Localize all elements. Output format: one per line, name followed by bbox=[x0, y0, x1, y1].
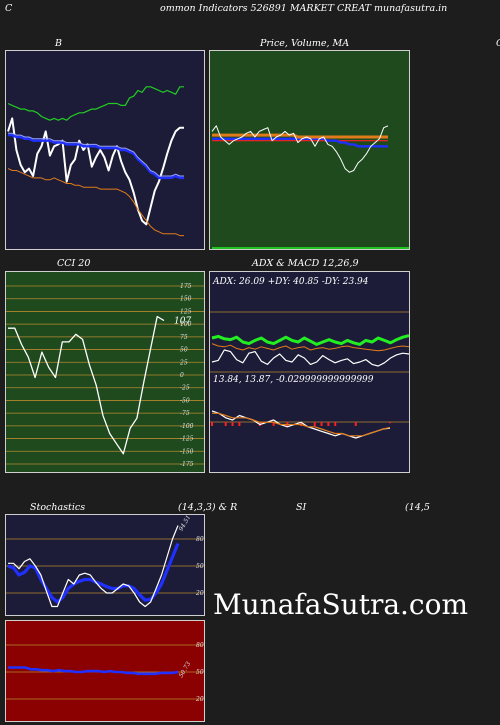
macd-signal-line bbox=[212, 412, 391, 437]
rsi-params: (14,5 bbox=[405, 502, 430, 513]
macd-histogram-bar bbox=[272, 422, 275, 426]
cci-tick-label: -150 bbox=[180, 448, 194, 455]
bollinger-panel bbox=[5, 50, 205, 250]
stochastics-tick-label: 80 bbox=[196, 536, 204, 543]
macd-histogram-bar bbox=[238, 422, 241, 426]
macd-macd-line bbox=[211, 410, 391, 439]
macd-histogram-bar bbox=[224, 422, 227, 426]
adx-macd-chart: ADX: 26.09 +DY: 40.85 -DY: 23.94 13.84, 1… bbox=[210, 277, 410, 439]
bollinger-price-line bbox=[7, 117, 184, 226]
price-ma_blue-line bbox=[212, 137, 388, 148]
adx-values-label: ADX: 26.09 +DY: 40.85 -DY: 23.94 bbox=[212, 277, 369, 287]
price-price-line bbox=[211, 125, 389, 173]
rsi-tick-label: 80 bbox=[196, 642, 204, 649]
cci-tick-label: 0 bbox=[180, 372, 184, 379]
cci-tick-label: 50 bbox=[180, 347, 188, 354]
rsi-tick-label: 50 bbox=[196, 669, 204, 676]
cci-tick-label: -175 bbox=[180, 461, 194, 468]
rsi-tick-label: 20 bbox=[195, 696, 204, 703]
stochastics-last-value-label: 94.51 bbox=[178, 514, 193, 532]
rsi-rsi-line bbox=[8, 666, 179, 676]
adx-adx-line bbox=[211, 334, 410, 346]
macd-histogram-bar bbox=[354, 422, 357, 426]
cci-tick-label: 100 bbox=[180, 321, 192, 328]
price-ma-chart bbox=[211, 125, 409, 249]
adx-macd-panel: ADX: 26.09 +DY: 40.85 -DY: 23.94 13.84, 1… bbox=[209, 271, 410, 473]
header-left-letter: C bbox=[5, 3, 13, 14]
cci-tick-label: 75 bbox=[180, 334, 188, 341]
price-ma-panel bbox=[209, 50, 410, 250]
cci-tick-label: -125 bbox=[180, 436, 194, 443]
bollinger-middle-line bbox=[8, 133, 184, 180]
cci-chart: 175 150 125 100 75 50 25 0 -25 -50 -75 -100 -125 -150… bbox=[6, 283, 204, 468]
macd-histogram-bar bbox=[334, 422, 337, 426]
stochastics-title: Stochastics bbox=[30, 502, 86, 513]
stochastics-d-line bbox=[7, 542, 180, 604]
adx-macd-title: ADX & MACD 12,26,9 bbox=[252, 258, 359, 269]
macd-values-label: 13.84, 13.87, -0.029999999999999 bbox=[213, 375, 374, 385]
price-ma_orange-line bbox=[212, 133, 388, 139]
cci-tick-label: 25 bbox=[179, 359, 188, 366]
macd-histogram-bar bbox=[231, 422, 234, 426]
macd-histogram-bar bbox=[327, 422, 330, 426]
bollinger-middle2-line bbox=[8, 132, 184, 177]
cci-panel: 175 150 125 100 75 50 25 0 -25 -50 -75 -100 -125 -150… bbox=[5, 271, 205, 473]
cci-tick-label: 150 bbox=[180, 296, 192, 303]
adx-plus_di-line bbox=[211, 343, 410, 352]
rsi-title: SI bbox=[296, 502, 307, 513]
macd-histogram-bar bbox=[313, 422, 316, 426]
cci-tick-label: -50 bbox=[180, 397, 190, 404]
stochastics-tick-label: 20 bbox=[195, 590, 204, 597]
rsi-panel: 80 50 20 50.73 bbox=[5, 620, 205, 722]
bollinger-upper-line bbox=[7, 86, 184, 121]
cci-tick-label: 175 bbox=[180, 283, 192, 290]
bollinger-chart bbox=[7, 86, 184, 237]
price-ma-title: Price, Volume, MA bbox=[260, 38, 350, 49]
adx-minus_di-line bbox=[211, 349, 410, 367]
watermark: MunafaSutra.com bbox=[213, 588, 469, 621]
macd-histogram-bar bbox=[211, 422, 213, 426]
macd-histogram-bar bbox=[320, 422, 323, 426]
cci-tick-label: -75 bbox=[180, 410, 190, 417]
cci-tick-label: -25 bbox=[180, 385, 190, 392]
bollinger-lower-line bbox=[7, 168, 184, 237]
header-right-letter: C bbox=[496, 38, 500, 49]
bollinger-title: B bbox=[55, 38, 62, 49]
cci-tick-label: -100 bbox=[180, 423, 194, 430]
stochastics-chart: 80 50 20 94.51 bbox=[6, 514, 204, 608]
cci-last-value-label: 107 bbox=[174, 317, 191, 327]
cci-line bbox=[8, 315, 165, 455]
stochastics-k-line bbox=[8, 525, 179, 608]
cci-title: CCI 20 bbox=[57, 258, 91, 269]
rsi-chart: 80 50 20 50.73 bbox=[6, 642, 204, 703]
rsi-last-value-label: 50.73 bbox=[178, 660, 193, 679]
cci-tick-label: 125 bbox=[180, 308, 192, 315]
stochastics-tick-label: 50 bbox=[196, 563, 204, 570]
stochastics-params: (14,3,3) & R bbox=[178, 502, 238, 513]
stochastics-panel: 80 50 20 94.51 bbox=[5, 514, 205, 616]
macd-histogram-bar bbox=[389, 422, 391, 424]
page-title: ommon Indicators 526891 MARKET CREAT mun… bbox=[160, 3, 448, 14]
